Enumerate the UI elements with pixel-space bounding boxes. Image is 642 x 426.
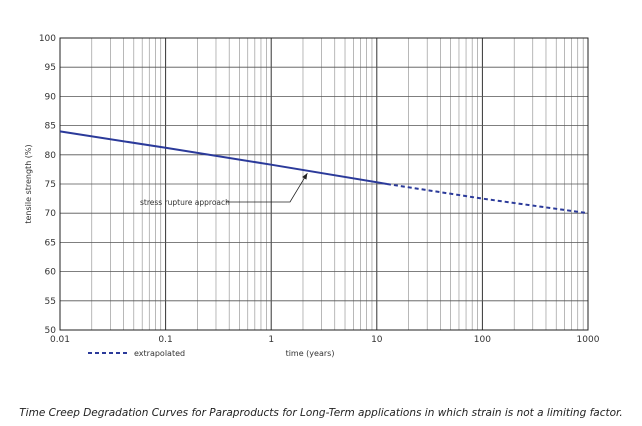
x-tick-label: 1000 <box>577 335 600 345</box>
legend: extrapolated <box>88 349 185 358</box>
x-axis-label: time (years) <box>286 349 335 358</box>
y-tick-label: 85 <box>45 122 56 132</box>
y-axis-label: tensile strength (%) <box>24 144 33 223</box>
y-tick-label: 70 <box>45 209 57 219</box>
y-tick-label: 65 <box>45 238 56 248</box>
chart-grid <box>59 37 588 331</box>
annotation-arrowhead <box>302 173 308 180</box>
x-tick-label: 10 <box>371 335 383 345</box>
plot-frame <box>59 37 589 331</box>
y-tick-label: 95 <box>45 63 56 73</box>
series-extrapolated-line <box>386 183 589 215</box>
x-tick-label: 0.01 <box>50 335 70 345</box>
figure-caption: Time Creep Degradation Curves for Parapr… <box>19 407 623 419</box>
annotation-leader-line <box>226 172 308 203</box>
x-axis-ticks: 0.01 0.1 1 10 100 1000 <box>50 335 600 345</box>
chart: 50 55 60 65 70 75 80 85 90 95 100 0.01 0.1 1 10 100 100… <box>24 34 600 358</box>
y-axis-ticks: 50 55 60 65 70 75 80 85 90 95 100 <box>39 34 56 336</box>
x-tick-label: 1 <box>268 335 274 345</box>
series-measured-line <box>59 130 388 185</box>
chart-annotations: stress rupture approach <box>140 172 308 207</box>
x-tick-label: 0.1 <box>158 335 172 345</box>
y-tick-label: 50 <box>45 326 57 336</box>
y-tick-label: 80 <box>45 151 57 161</box>
y-tick-label: 75 <box>45 180 56 190</box>
legend-entry-extrapolated: extrapolated <box>134 349 185 358</box>
y-tick-label: 60 <box>45 268 57 278</box>
y-tick-label: 100 <box>39 34 56 44</box>
annotation-stress-rupture: stress rupture approach <box>140 198 230 207</box>
x-tick-label: 100 <box>474 335 491 345</box>
chart-series <box>59 130 589 215</box>
y-tick-label: 55 <box>45 297 56 307</box>
y-tick-label: 90 <box>45 92 57 102</box>
